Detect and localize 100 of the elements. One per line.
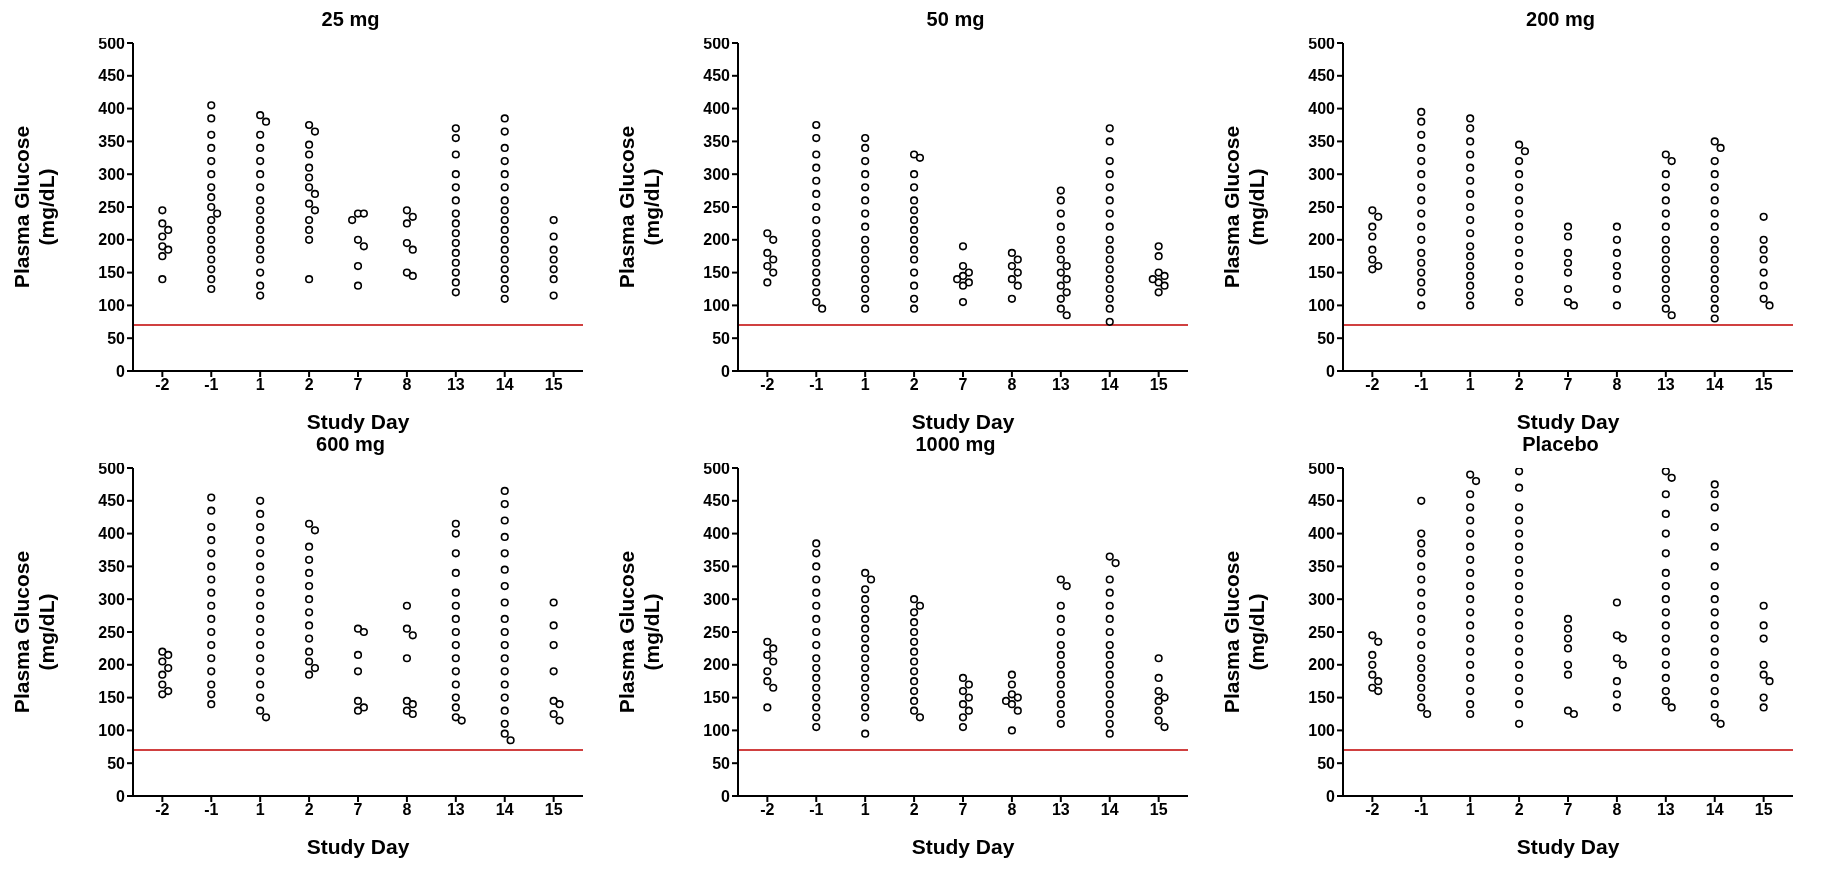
x-tick-label: -2 [155,376,170,394]
x-tick-label: 7 [1563,376,1573,394]
y-tick-label: 400 [1308,100,1336,118]
y-tick-label: 300 [98,590,126,608]
y-tick-label: 450 [703,67,731,85]
y-tick-label: 50 [1317,329,1336,347]
y-tick-label: 450 [703,492,731,510]
x-axis-title: Study Day [911,410,1015,433]
x-tick-label: 13 [446,376,465,394]
x-tick-label: 13 [1051,376,1070,394]
x-tick-label: 1 [1465,801,1475,819]
x-axis-title: Study Day [1516,835,1620,858]
x-tick-label: 1 [255,801,265,819]
x-tick-label: 15 [544,801,563,819]
chart-title: 600 mg [316,433,385,455]
x-tick-label: 2 [909,376,919,394]
y-tick-label: 200 [703,656,731,674]
x-tick-label: -1 [204,801,219,819]
x-tick-label: -2 [760,376,775,394]
y-tick-label: 250 [1308,198,1336,216]
x-tick-label: 7 [1563,801,1573,819]
x-tick-label: -1 [1414,801,1429,819]
x-tick-label: 1 [1465,376,1475,394]
x-tick-label: 2 [909,801,919,819]
x-tick-label: 7 [353,376,363,394]
y-tick-label: 250 [703,198,731,216]
y-tick-label: 350 [1308,133,1336,151]
x-tick-label: 1 [860,376,870,394]
x-axis-title: Study Day [306,410,410,433]
x-tick-label: 2 [1514,801,1524,819]
y-tick-label: 200 [1308,231,1336,249]
y-tick-label: 100 [98,297,126,315]
x-tick-label: 14 [495,801,514,819]
y-tick-label: 100 [703,297,731,315]
x-tick-label: 8 [402,376,412,394]
y-tick-label: 50 [107,329,126,347]
y-tick-label: 150 [1308,264,1336,282]
y-tick-label: 150 [98,264,126,282]
chart-title: 25 mg [321,8,380,30]
x-tick-label: 13 [1656,801,1675,819]
y-tick-label: 100 [703,722,731,740]
y-tick-label: 100 [1308,722,1336,740]
y-tick-label: 50 [712,329,731,347]
x-tick-label: 15 [1149,376,1168,394]
y-tick-label: 500 [1308,34,1336,52]
x-tick-label: 1 [860,801,870,819]
y-tick-label: 400 [98,100,126,118]
chart-title: 1000 mg [915,433,996,455]
y-tick-label: 350 [703,558,731,576]
y-tick-label: 200 [703,231,731,249]
chart-title: 50 mg [926,8,985,30]
y-tick-label: 300 [703,165,731,183]
x-tick-label: 7 [958,801,968,819]
x-tick-label: 8 [1612,801,1622,819]
x-tick-label: 15 [1754,376,1773,394]
y-tick-label: 250 [703,623,731,641]
x-tick-label: 2 [304,376,314,394]
y-axis-title: Plasma Glucose (mg/dL) [615,125,663,289]
y-axis-title: Plasma Glucose (mg/dL) [10,550,58,714]
x-tick-label: 15 [1149,801,1168,819]
y-tick-label: 150 [703,264,731,282]
y-tick-label: 200 [98,231,126,249]
x-tick-label: -2 [760,801,775,819]
x-tick-label: 14 [1100,376,1119,394]
y-axis-title: Plasma Glucose (mg/dL) [1220,125,1268,289]
y-tick-label: 0 [721,362,731,380]
y-tick-label: 450 [1308,67,1336,85]
y-tick-label: 300 [1308,590,1336,608]
y-tick-label: 400 [703,100,731,118]
y-tick-label: 0 [1326,362,1336,380]
y-tick-label: 300 [1308,165,1336,183]
x-axis-title: Study Day [911,835,1015,858]
y-tick-label: 150 [98,689,126,707]
y-tick-label: 150 [1308,689,1336,707]
x-tick-label: -1 [809,376,824,394]
y-tick-label: 100 [98,722,126,740]
y-tick-label: 500 [703,459,731,477]
y-tick-label: 500 [98,34,126,52]
x-tick-label: 14 [1705,376,1724,394]
y-tick-label: 400 [703,525,731,543]
y-tick-label: 350 [703,133,731,151]
y-axis-title: Plasma Glucose (mg/dL) [1220,550,1268,714]
x-tick-label: -1 [809,801,824,819]
y-tick-label: 250 [1308,623,1336,641]
y-tick-label: 200 [1308,656,1336,674]
y-tick-label: 350 [98,133,126,151]
x-tick-label: 2 [1514,376,1524,394]
y-tick-label: 450 [98,492,126,510]
y-tick-label: 450 [1308,492,1336,510]
y-tick-label: 100 [1308,297,1336,315]
y-tick-label: 0 [116,362,126,380]
x-tick-label: 15 [1754,801,1773,819]
x-tick-label: 2 [304,801,314,819]
y-tick-label: 350 [98,558,126,576]
x-tick-label: -1 [204,376,219,394]
y-tick-label: 0 [1326,787,1336,805]
y-tick-label: 50 [1317,754,1336,772]
x-tick-label: 14 [1705,801,1724,819]
x-tick-label: 13 [446,801,465,819]
y-tick-label: 400 [98,525,126,543]
